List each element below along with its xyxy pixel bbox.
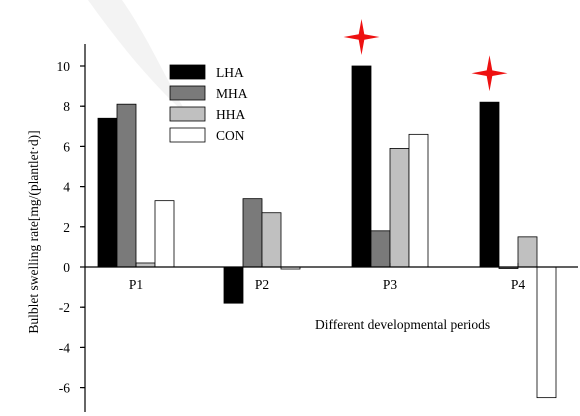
legend-label-con: CON [216,128,245,143]
y-tick-label: 10 [57,59,71,74]
annotations [343,19,508,92]
y-ticks: -6 -4 -2 0 2 4 6 8 10 [57,59,85,396]
y-tick-label: 2 [63,220,70,235]
legend-swatch-con [169,127,206,143]
legend-label-mha: MHA [216,86,248,101]
star-icon [471,55,508,92]
legend-swatch-mha [169,85,206,101]
bar-mha-p3 [370,230,391,268]
y-axis-label: Bulblet swelling rate[mg/(plantlet·d)] [26,130,41,333]
bar-hha-p4 [517,236,538,268]
bar-mha-p1 [116,103,137,268]
y-tick-label: -2 [59,300,70,315]
legend-label-hha: HHA [216,107,245,122]
bar-hha-p1 [135,262,156,268]
legend-swatch-lha [169,64,206,80]
y-tick-label: 0 [63,260,70,275]
legend: LHA MHA HHA CON [169,64,248,143]
y-tick-label: -4 [59,340,70,355]
y-tick-label: 4 [63,180,70,195]
bar-con-p3 [408,133,429,268]
bar-lha-p4 [479,101,500,268]
y-tick-label: 8 [63,99,70,114]
bar-hha-p3 [389,148,410,268]
x-tick-label-p2: P2 [255,277,269,292]
legend-swatch-hha [169,106,206,122]
x-axis-label: Different developmental periods [315,317,490,332]
star-icon [343,19,380,55]
bar-lha-p1 [97,117,118,268]
x-tick-label-p1: P1 [129,277,143,292]
bar-lha-p2 [223,266,244,304]
y-tick-label: -6 [59,381,70,396]
x-tick-label-p4: P4 [511,277,526,292]
bar-hha-p2 [261,212,282,268]
bar-con-p1 [154,200,175,268]
bar-con-p4 [536,266,557,399]
bars [97,65,557,399]
x-ticks: P1 P2 P3 P4 [129,263,526,292]
watermark [88,0,190,118]
bar-mha-p2 [242,198,263,268]
legend-label-lha: LHA [216,65,244,80]
x-tick-label-p3: P3 [383,277,398,292]
y-tick-label: 6 [63,139,70,154]
bar-lha-p3 [351,65,372,268]
